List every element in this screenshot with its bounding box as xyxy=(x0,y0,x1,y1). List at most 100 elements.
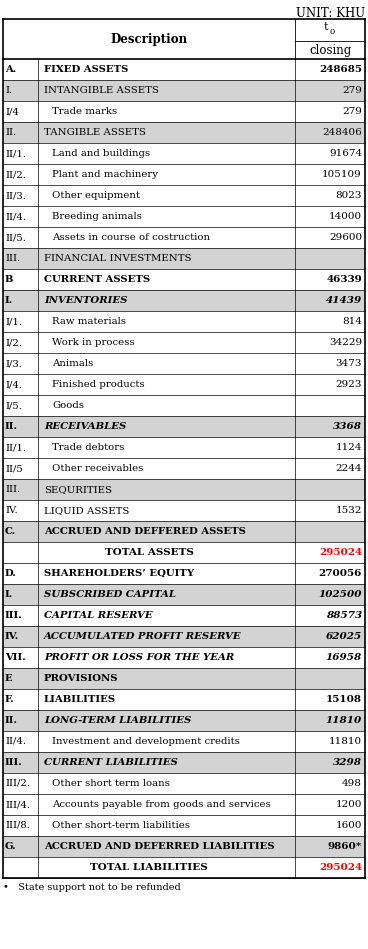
Text: G.: G. xyxy=(5,842,17,851)
Text: 248685: 248685 xyxy=(319,65,362,74)
Text: TOTAL LIABILITIES: TOTAL LIABILITIES xyxy=(90,863,208,872)
Bar xyxy=(3,584,365,605)
Text: 34229: 34229 xyxy=(329,338,362,347)
Bar xyxy=(3,626,365,647)
Text: ACCRUED AND DEFERRED LIABILITIES: ACCRUED AND DEFERRED LIABILITIES xyxy=(44,842,275,851)
Text: 29600: 29600 xyxy=(329,233,362,242)
Bar xyxy=(3,269,365,290)
Bar xyxy=(3,101,365,122)
Text: Description: Description xyxy=(110,32,188,46)
Text: closing: closing xyxy=(309,44,351,57)
Text: A.: A. xyxy=(5,65,16,74)
Text: 9860*: 9860* xyxy=(328,842,362,851)
Bar xyxy=(3,143,365,164)
Text: FIXED ASSETS: FIXED ASSETS xyxy=(44,65,128,74)
Text: 102500: 102500 xyxy=(318,590,362,599)
Text: 3368: 3368 xyxy=(333,422,362,431)
Text: ACCUMULATED PROFIT RESERVE: ACCUMULATED PROFIT RESERVE xyxy=(44,632,242,641)
Text: SHAREHOLDERS’ EQUITY: SHAREHOLDERS’ EQUITY xyxy=(44,569,194,578)
Bar xyxy=(3,332,365,353)
Text: 11810: 11810 xyxy=(329,737,362,746)
Text: I/4.: I/4. xyxy=(5,380,22,389)
Text: IV.: IV. xyxy=(5,506,18,515)
Text: CURRENT ASSETS: CURRENT ASSETS xyxy=(44,275,150,284)
Text: Raw materials: Raw materials xyxy=(52,317,126,326)
Text: 814: 814 xyxy=(342,317,362,326)
Text: RECEIVABLES: RECEIVABLES xyxy=(44,422,126,431)
Text: 8023: 8023 xyxy=(336,191,362,200)
Text: II/5.: II/5. xyxy=(5,233,26,242)
Text: INVENTORIES: INVENTORIES xyxy=(44,296,127,305)
Bar xyxy=(3,164,365,185)
Text: LIABILITIES: LIABILITIES xyxy=(44,695,116,704)
Bar xyxy=(3,542,365,563)
Bar xyxy=(3,374,365,395)
Text: ACCRUED AND DEFFERED ASSETS: ACCRUED AND DEFFERED ASSETS xyxy=(44,527,246,536)
Text: Trade marks: Trade marks xyxy=(52,107,117,116)
Bar xyxy=(3,563,365,584)
Bar xyxy=(3,290,365,311)
Text: Other equipment: Other equipment xyxy=(52,191,140,200)
Text: II/4.: II/4. xyxy=(5,737,26,746)
Text: E: E xyxy=(5,674,13,683)
Text: 14000: 14000 xyxy=(329,212,362,221)
Text: Finished products: Finished products xyxy=(52,380,145,389)
Bar xyxy=(3,227,365,248)
Bar xyxy=(3,710,365,731)
Text: II/1.: II/1. xyxy=(5,149,26,158)
Bar xyxy=(3,41,365,59)
Text: 279: 279 xyxy=(342,107,362,116)
Text: 1600: 1600 xyxy=(336,821,362,830)
Text: D.: D. xyxy=(5,569,17,578)
Bar xyxy=(3,311,365,332)
Text: III/8.: III/8. xyxy=(5,821,30,830)
Text: Land and buildings: Land and buildings xyxy=(52,149,150,158)
Text: Other short term loans: Other short term loans xyxy=(52,779,170,788)
Text: 3473: 3473 xyxy=(336,359,362,368)
Text: Accounts payable from goods and services: Accounts payable from goods and services xyxy=(52,800,271,809)
Text: 11810: 11810 xyxy=(326,716,362,725)
Text: 270056: 270056 xyxy=(319,569,362,578)
Text: III.: III. xyxy=(5,758,23,767)
Text: FINANCIAL INVESTMENTS: FINANCIAL INVESTMENTS xyxy=(44,254,191,263)
Text: UNIT: KHU: UNIT: KHU xyxy=(296,7,365,20)
Text: Assets in course of costruction: Assets in course of costruction xyxy=(52,233,210,242)
Bar xyxy=(3,437,365,458)
Text: 1200: 1200 xyxy=(336,800,362,809)
Text: 105109: 105109 xyxy=(322,170,362,179)
Text: 2923: 2923 xyxy=(336,380,362,389)
Text: I/2.: I/2. xyxy=(5,338,22,347)
Text: II.: II. xyxy=(5,422,18,431)
Text: PROFIT OR LOSS FOR THE YEAR: PROFIT OR LOSS FOR THE YEAR xyxy=(44,653,234,662)
Text: II.: II. xyxy=(5,716,18,725)
Bar xyxy=(3,815,365,836)
Text: 16958: 16958 xyxy=(326,653,362,662)
Text: Other short-term liabilities: Other short-term liabilities xyxy=(52,821,190,830)
Bar xyxy=(3,647,365,668)
Text: IV.: IV. xyxy=(5,632,19,641)
Text: Work in process: Work in process xyxy=(52,338,135,347)
Bar xyxy=(3,836,365,857)
Text: TANGIBLE ASSETS: TANGIBLE ASSETS xyxy=(44,128,146,137)
Text: Investment and development credits: Investment and development credits xyxy=(52,737,240,746)
Text: II/3.: II/3. xyxy=(5,191,26,200)
Bar xyxy=(3,794,365,815)
Bar xyxy=(3,59,365,80)
Text: 3298: 3298 xyxy=(333,758,362,767)
Text: SEQURITIES: SEQURITIES xyxy=(44,485,112,494)
Text: I.: I. xyxy=(5,590,13,599)
Bar xyxy=(3,500,365,521)
Text: 91674: 91674 xyxy=(329,149,362,158)
Text: 498: 498 xyxy=(342,779,362,788)
Text: VII.: VII. xyxy=(5,653,26,662)
Text: I/5.: I/5. xyxy=(5,401,22,410)
Bar xyxy=(3,773,365,794)
Text: CAPITAL RESERVE: CAPITAL RESERVE xyxy=(44,611,153,620)
Text: 1532: 1532 xyxy=(336,506,362,515)
Bar xyxy=(3,689,365,710)
Text: LIQUID ASSETS: LIQUID ASSETS xyxy=(44,506,130,515)
Text: Plant and machinery: Plant and machinery xyxy=(52,170,158,179)
Text: III/2.: III/2. xyxy=(5,779,30,788)
Text: •   State support not to be refunded: • State support not to be refunded xyxy=(3,883,181,892)
Text: 279: 279 xyxy=(342,86,362,95)
